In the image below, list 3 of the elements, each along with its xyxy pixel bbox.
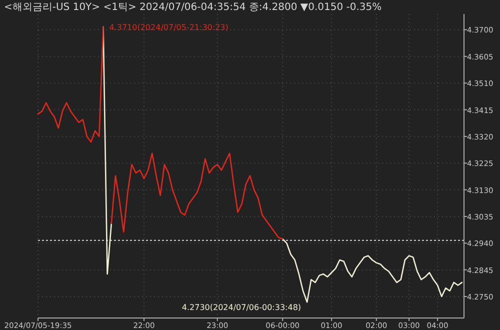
chart-title: <해외금리-US 10Y> <1틱> 2024/07/06-04:35:54 종:4.2800 ▼0.0150 -0.35% [4, 2, 382, 13]
annotation: 4.2730(2024/07/06-00:33:48) [182, 303, 302, 312]
annotation: 4.3710(2024/07/05-21:30:23) [109, 22, 228, 32]
